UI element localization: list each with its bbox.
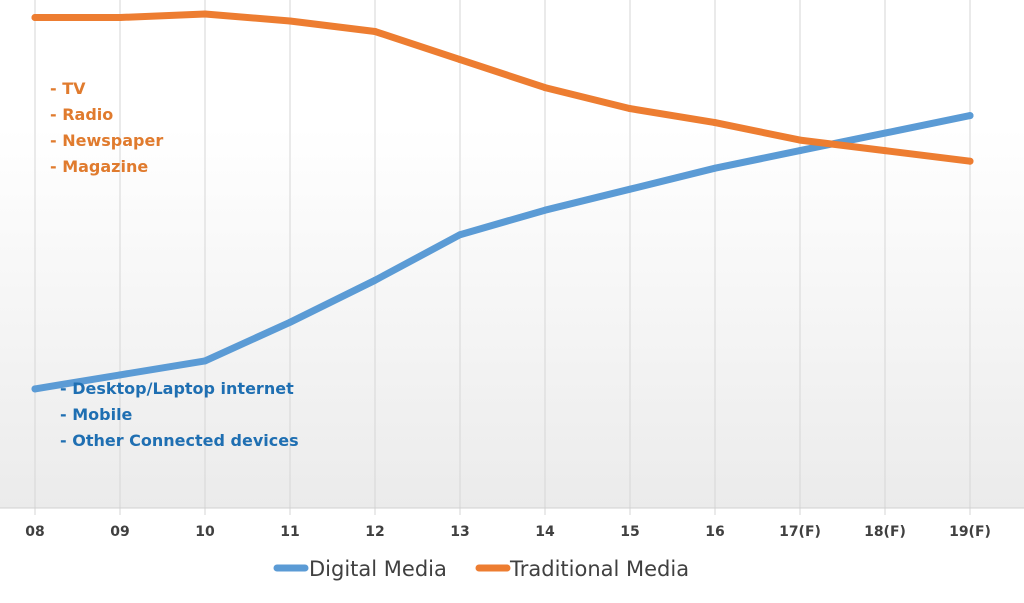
annotation-desktop-laptop: - Desktop/Laptop internet (60, 379, 294, 398)
data-point-traditional-media-14 (541, 84, 549, 92)
x-tick-label: 10 (195, 524, 215, 540)
data-point-digital-media-09 (116, 371, 124, 379)
annotation-mobile: - Mobile (60, 405, 133, 424)
data-point-traditional-media-09 (116, 14, 124, 21)
x-tick-label: 19(F) (949, 524, 991, 540)
data-point-digital-media-15 (626, 185, 634, 193)
data-point-traditional-media-11 (286, 17, 294, 25)
data-point-digital-media-12 (371, 276, 379, 284)
legend-label-traditional: Traditional Media (509, 557, 689, 581)
annotation-tv: - TV (50, 79, 86, 98)
plot-background (0, 0, 1024, 508)
x-tick-label: 17(F) (779, 524, 821, 540)
data-point-traditional-media-19(F) (966, 157, 974, 165)
data-point-digital-media-11 (286, 318, 294, 326)
x-tick-label: 08 (25, 524, 44, 540)
x-axis-ticks: 08 09 10 11 12 13 14 15 16 17(F) 18(F) 19(F) (25, 524, 991, 540)
data-point-traditional-media-18(F) (881, 147, 889, 155)
annotation-radio: - Radio (50, 105, 113, 124)
data-point-traditional-media-08 (31, 14, 39, 21)
data-point-digital-media-18(F) (881, 129, 889, 137)
x-tick-label: 12 (365, 524, 384, 540)
data-point-traditional-media-16 (711, 119, 719, 127)
data-point-digital-media-08 (31, 385, 39, 393)
data-point-digital-media-17(F) (796, 147, 804, 155)
data-point-digital-media-13 (456, 231, 464, 239)
x-tick-label: 15 (620, 524, 639, 540)
annotation-newspaper: - Newspaper (50, 131, 163, 150)
traditional-media-annotation: - TV - Radio - Newspaper - Magazine (50, 79, 163, 176)
data-point-digital-media-14 (541, 206, 549, 214)
series-lines (31, 10, 974, 393)
x-tick-label: 13 (450, 524, 469, 540)
data-point-traditional-media-12 (371, 28, 379, 35)
gridlines (34, 0, 971, 515)
x-tick-label: 16 (705, 524, 724, 540)
legend-label-digital: Digital Media (309, 557, 447, 581)
data-point-digital-media-16 (711, 164, 719, 172)
digital-media-annotation: - Desktop/Laptop internet - Mobile - Oth… (60, 379, 299, 450)
data-point-traditional-media-17(F) (796, 136, 804, 144)
data-point-traditional-media-13 (456, 56, 464, 64)
series-line-traditional-media (31, 10, 974, 165)
data-point-traditional-media-10 (201, 10, 209, 18)
x-tick-label: 14 (535, 524, 555, 540)
data-point-digital-media-19(F) (966, 112, 974, 120)
annotation-magazine: - Magazine (50, 157, 148, 176)
data-point-digital-media-10 (201, 357, 209, 365)
x-tick-label: 09 (110, 524, 129, 540)
x-tick-label: 18(F) (864, 524, 906, 540)
x-tick-label: 11 (280, 524, 299, 540)
data-point-traditional-media-15 (626, 105, 634, 113)
annotation-other-devices: - Other Connected devices (60, 431, 299, 450)
legend: Digital Media Traditional Media (273, 557, 689, 581)
series-line-digital-media (31, 112, 974, 393)
